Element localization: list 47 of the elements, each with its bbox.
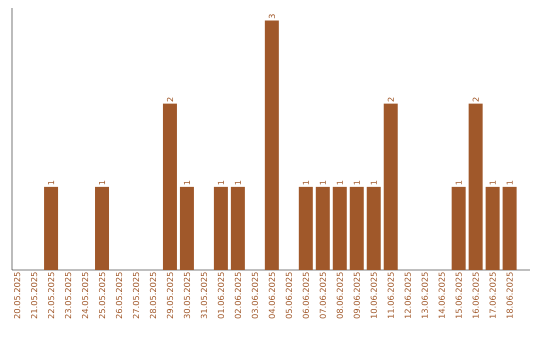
x-tick-label: 08.06.2025 [336,272,343,318]
x-tick-label: 15.06.2025 [456,272,462,318]
x-tick-label: 11.06.2025 [388,272,394,318]
data-label: 1 [99,180,106,184]
data-label: 2 [472,98,479,102]
x-tick-label: 23.05.2025 [64,272,72,318]
x-tick-label: 26.05.2025 [116,272,122,318]
x-tick-label: 24.05.2025 [82,272,88,318]
x-tick-label: 02.06.2025 [234,272,242,318]
x-tick-label: 29.05.2025 [166,272,174,318]
x-tick-label: 21.05.2025 [30,272,38,318]
data-label: 1 [234,180,241,184]
x-tick-label: 25.05.2025 [98,272,106,318]
data-label: 1 [506,180,513,184]
data-label: 1 [302,180,309,184]
x-tick-label: 16.06.2025 [472,272,479,318]
data-label: 1 [370,180,377,184]
x-tick-label: 22.05.2025 [48,272,54,318]
x-tick-label: 18.06.2025 [506,272,513,318]
data-label: 1 [354,180,360,184]
x-tick-label: 03.06.2025 [252,272,258,318]
x-tick-label: 13.06.2025 [422,272,428,318]
x-tick-label: 01.06.2025 [218,272,224,318]
data-label: 3 [268,14,275,18]
x-tick-label: 10.06.2025 [370,272,377,318]
data-label: 1 [490,180,496,184]
data-label: 1 [218,180,224,184]
x-tick-label: 06.06.2025 [302,272,309,318]
x-tick-label: 05.06.2025 [286,272,292,318]
x-tick-label: 17.06.2025 [490,272,496,318]
data-label: 2 [166,98,174,102]
data-label: 1 [184,180,190,184]
x-tick-label: 07.06.2025 [320,272,326,318]
x-tick-label: 14.06.2025 [438,272,445,318]
data-label: 2 [388,98,394,102]
x-tick-label: 20.05.2025 [14,272,20,318]
x-tick-label: 04.06.2025 [268,272,275,318]
x-tick-label: 09.06.2025 [354,272,360,318]
x-tick-label: 28.05.2025 [150,272,156,318]
x-tick-label: 12.06.2025 [404,272,411,318]
data-label: 1 [336,180,343,184]
data-label: 1 [48,180,54,184]
data-label: 1 [456,180,462,184]
x-tick-label: 30.05.2025 [184,272,190,318]
x-tick-label: 27.05.2025 [132,272,140,318]
data-label: 1 [320,180,326,184]
x-tick-label: 31.05.2025 [200,272,208,318]
